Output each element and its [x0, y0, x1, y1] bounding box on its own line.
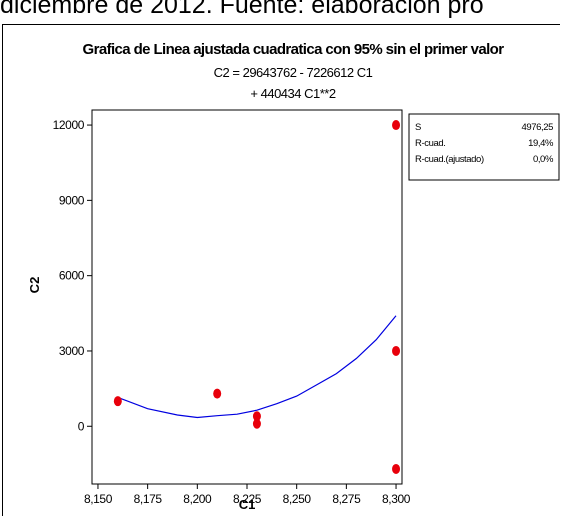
- x-tick-label: 8,250: [283, 492, 312, 506]
- stats-value: 4976,25: [521, 122, 553, 133]
- x-tick-label: 8,275: [332, 492, 361, 506]
- y-axis-label: C2: [27, 277, 42, 294]
- stats-value: 19,4%: [528, 138, 554, 149]
- stats-value: 0,0%: [533, 154, 554, 165]
- x-tick-label: 8,300: [382, 492, 411, 506]
- y-tick-label: 3000: [59, 344, 85, 358]
- data-point: [392, 345, 401, 356]
- x-tick-label: 8,200: [183, 492, 212, 506]
- stats-label: S: [415, 122, 421, 133]
- equation-line-2: + 440434 C1**2: [250, 86, 335, 101]
- plot-area: [91, 109, 403, 485]
- data-point: [252, 411, 261, 422]
- data-point: [113, 396, 122, 407]
- data-point: [392, 120, 401, 131]
- stats-table: S 4976,25 R-cuad. 19,4% R-cuad.(ajustado) 0,0…: [415, 122, 554, 165]
- x-axis-label: C1: [239, 497, 256, 512]
- equation-line-1: C2 = 29643762 - 7226612 C1: [214, 65, 373, 80]
- x-tick-label: 8,175: [134, 492, 163, 506]
- data-points: [113, 120, 401, 474]
- x-tick-label: 8,225: [233, 492, 262, 506]
- x-tick-label: 8,150: [84, 492, 113, 506]
- chart-title: Grafica de Linea ajustada cuadratica con…: [83, 41, 505, 58]
- stats-box: [408, 113, 560, 181]
- data-point: [392, 463, 401, 474]
- y-tick-label: 0: [78, 419, 85, 433]
- stats-label: R-cuad.: [415, 138, 445, 149]
- y-tick-label: 6000: [59, 269, 85, 283]
- y-tick-label: 9000: [59, 193, 85, 207]
- stats-label: R-cuad.(ajustado): [415, 154, 484, 165]
- axis-ticks: 8,150 8,175 8,200 8,225 8,250 8,275 8,300 0 3000…: [53, 118, 412, 506]
- caption-text: diciembre de 2012. Fuente: elaboración p…: [0, 0, 484, 19]
- data-point: [213, 388, 222, 399]
- chart-frame: [2, 24, 560, 516]
- y-tick-label: 12000: [53, 118, 85, 132]
- fit-line: [117, 315, 397, 419]
- data-point: [252, 418, 261, 429]
